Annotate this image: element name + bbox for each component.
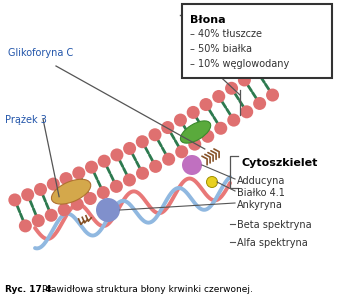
Circle shape — [187, 106, 200, 119]
Text: Prawidłowa struktura błony krwinki czerwonej.: Prawidłowa struktura błony krwinki czerw… — [42, 285, 253, 294]
Text: Glikoforyna C: Glikoforyna C — [8, 48, 73, 58]
Circle shape — [212, 90, 225, 103]
Circle shape — [97, 186, 110, 199]
Circle shape — [162, 153, 175, 166]
Circle shape — [161, 121, 174, 134]
Circle shape — [175, 145, 188, 158]
Circle shape — [149, 128, 161, 141]
Text: Cytoszkielet: Cytoszkielet — [242, 158, 318, 168]
Text: Beta spektryna: Beta spektryna — [237, 220, 312, 230]
Ellipse shape — [52, 179, 91, 204]
Circle shape — [60, 172, 72, 185]
Circle shape — [111, 148, 123, 161]
Circle shape — [253, 97, 266, 110]
Circle shape — [19, 219, 32, 232]
Circle shape — [58, 203, 71, 216]
Text: Ryc. 17.4: Ryc. 17.4 — [5, 285, 52, 294]
Circle shape — [240, 105, 253, 118]
Circle shape — [34, 183, 47, 196]
Circle shape — [207, 177, 217, 188]
Circle shape — [72, 167, 85, 179]
Circle shape — [136, 135, 149, 148]
Circle shape — [182, 155, 202, 175]
Circle shape — [251, 65, 264, 78]
Circle shape — [188, 138, 201, 151]
Circle shape — [84, 192, 97, 205]
Circle shape — [47, 178, 60, 191]
Circle shape — [200, 98, 212, 111]
Text: Alfa spektryna: Alfa spektryna — [237, 238, 308, 248]
Circle shape — [123, 142, 136, 155]
Circle shape — [21, 188, 34, 201]
Circle shape — [71, 198, 84, 211]
Ellipse shape — [180, 121, 211, 143]
Text: Ankyryna: Ankyryna — [237, 200, 283, 210]
Circle shape — [201, 130, 214, 143]
Circle shape — [214, 122, 227, 135]
Circle shape — [8, 193, 21, 206]
Circle shape — [96, 198, 120, 222]
Circle shape — [225, 82, 238, 95]
Text: Błona: Błona — [190, 15, 226, 25]
Circle shape — [227, 114, 240, 126]
Circle shape — [174, 114, 187, 126]
Text: – 10% węglowodany: – 10% węglowodany — [190, 59, 289, 69]
Circle shape — [149, 160, 162, 173]
Circle shape — [136, 167, 149, 180]
Circle shape — [45, 209, 58, 222]
Text: Prążek 3: Prążek 3 — [5, 115, 47, 125]
Circle shape — [85, 161, 98, 174]
Circle shape — [238, 74, 251, 86]
Text: – 50% białka: – 50% białka — [190, 44, 252, 54]
Circle shape — [266, 88, 279, 102]
FancyBboxPatch shape — [182, 4, 332, 78]
Circle shape — [98, 155, 111, 168]
Text: Białko 4.1: Białko 4.1 — [237, 188, 285, 198]
Circle shape — [123, 174, 136, 186]
Circle shape — [32, 214, 45, 227]
Text: Adducyna: Adducyna — [237, 176, 285, 186]
Text: – 40% tłuszcze: – 40% tłuszcze — [190, 29, 262, 39]
Circle shape — [110, 180, 123, 193]
